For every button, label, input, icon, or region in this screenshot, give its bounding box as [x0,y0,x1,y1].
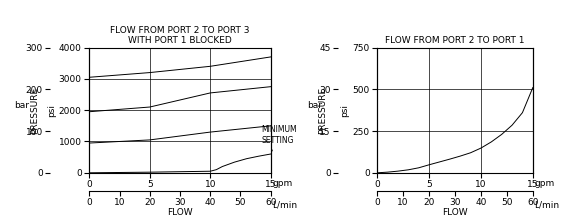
Text: L/min: L/min [272,200,298,209]
Text: gpm: gpm [535,179,555,188]
Text: PRESSURE: PRESSURE [31,87,39,134]
Text: L/min: L/min [535,200,559,209]
Text: MINIMUM
SETTING: MINIMUM SETTING [261,125,297,151]
Text: gpm: gpm [272,179,293,188]
Y-axis label: bar: bar [308,101,323,110]
Y-axis label: psi: psi [47,104,56,117]
Text: FLOW: FLOW [442,208,468,216]
Title: FLOW FROM PORT 2 TO PORT 3
WITH PORT 1 BLOCKED: FLOW FROM PORT 2 TO PORT 3 WITH PORT 1 B… [110,26,250,45]
Y-axis label: psi: psi [340,104,350,117]
Text: PRESSURE: PRESSURE [319,87,327,134]
Y-axis label: bar: bar [14,101,29,110]
Title: FLOW FROM PORT 2 TO PORT 1: FLOW FROM PORT 2 TO PORT 1 [385,36,525,45]
Text: FLOW: FLOW [167,208,193,216]
